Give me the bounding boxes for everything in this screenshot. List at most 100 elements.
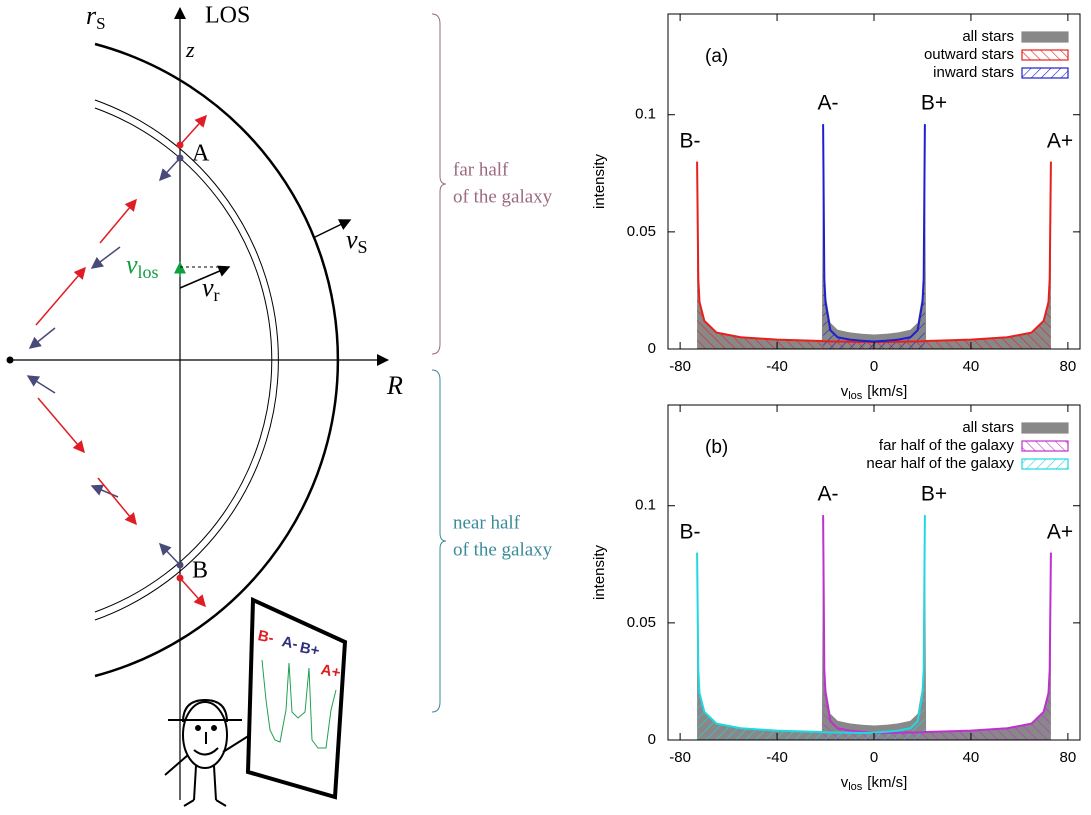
peak-label: B+: [921, 92, 947, 115]
y-tick-label: 0: [648, 340, 656, 357]
peak-label: A-: [818, 92, 839, 115]
y-tick-label: 0.05: [627, 223, 656, 240]
brace-far: [431, 13, 447, 355]
point: [176, 574, 184, 582]
series-line: [822, 515, 1052, 734]
x-tick-label: 40: [963, 358, 980, 375]
rs-main: r: [86, 1, 97, 30]
near-label: of the galaxy: [453, 539, 553, 560]
vs-sub: S: [358, 237, 368, 257]
point-b-label: B: [192, 558, 208, 584]
legend-label: far half of the galaxy: [879, 437, 1015, 454]
y-tick-label: 0: [648, 731, 656, 748]
point: [176, 561, 184, 569]
x-tick-label: -80: [669, 749, 691, 766]
x-axis-label: vlos [km/s]: [841, 774, 908, 793]
vr-sub: r: [214, 285, 220, 305]
peak-label: B+: [921, 483, 947, 506]
y-tick-label: 0.1: [635, 106, 656, 123]
ring-outer: [94, 99, 279, 621]
legend-swatch: [1021, 49, 1069, 61]
vlos-sub: los: [138, 262, 159, 282]
x-tick-label: 40: [963, 749, 980, 766]
peak-label: A+: [1047, 130, 1073, 153]
screen-label: B+: [298, 639, 321, 660]
legend-label: all stars: [962, 419, 1014, 436]
series-area: [697, 161, 1051, 349]
vs-arrow: [312, 219, 352, 239]
x-tick-label: 0: [870, 749, 878, 766]
arrow: [28, 327, 56, 349]
vs-main: v: [346, 225, 358, 254]
arrow: [90, 246, 121, 269]
x-axis-label-unit: [km/s]: [867, 774, 907, 791]
y-axis-label: intensity: [591, 153, 608, 209]
vs-label: vS: [346, 225, 368, 257]
x-tick-label: -80: [669, 358, 691, 375]
x-tick-label: 80: [1060, 358, 1077, 375]
screen-label: A-: [280, 633, 299, 653]
vr-label: vr: [202, 273, 220, 305]
arrow: [158, 542, 181, 566]
legend-label: all stars: [962, 28, 1014, 45]
x-tick-label: 80: [1060, 749, 1077, 766]
r-label: R: [386, 371, 403, 400]
x-tick-label: -40: [766, 358, 788, 375]
arrow: [97, 477, 137, 526]
x-tick-label: -40: [766, 749, 788, 766]
arrow: [90, 484, 119, 498]
far-label: of the galaxy: [453, 186, 553, 207]
peak-label: B-: [680, 521, 701, 544]
series-area: [823, 515, 1051, 740]
arrow: [37, 397, 85, 454]
arrow: [179, 114, 208, 146]
peak-label: A+: [1047, 521, 1073, 544]
x-axis-label: vlos [km/s]: [841, 383, 908, 402]
diagram: LOS z rS R A B vlos vr vS: [6, 1, 553, 807]
peak-label: A-: [818, 483, 839, 506]
series-line: [696, 161, 1052, 343]
legend-label: near half of the galaxy: [866, 455, 1014, 472]
screen-label: A+: [319, 661, 342, 682]
rs-label: rS: [86, 1, 106, 33]
vr-main: v: [202, 273, 214, 302]
vlos-main: v: [126, 250, 138, 279]
point: [176, 141, 184, 149]
series-area: [697, 116, 1051, 350]
x-axis-label-unit: [km/s]: [867, 383, 907, 400]
legend-label: outward stars: [924, 46, 1014, 63]
point: [176, 154, 184, 162]
near-label: near half: [453, 512, 521, 533]
legend-swatch: [1021, 67, 1069, 79]
point-a-label: A: [192, 141, 210, 167]
arrow: [99, 198, 137, 244]
series-line: [822, 124, 926, 343]
panel-label: (a): [705, 46, 728, 67]
arrow: [158, 157, 181, 182]
y-tick-label: 0.05: [627, 614, 656, 631]
series-area: [697, 507, 1051, 740]
y-axis-label: intensity: [591, 544, 608, 600]
x-axis-label-sub: los: [848, 781, 863, 793]
x-axis-label-sub: los: [848, 390, 863, 402]
arrow: [26, 375, 56, 394]
vlos-label: vlos: [126, 250, 159, 282]
arrow: [179, 577, 206, 608]
legend-swatch: [1021, 440, 1069, 452]
observer: [164, 698, 251, 807]
galaxy-center: [6, 356, 14, 364]
peak-label: B-: [680, 130, 701, 153]
far-label: far half: [453, 159, 509, 180]
screen-label: B-: [256, 627, 275, 647]
series-area: [697, 515, 925, 740]
series-line: [696, 515, 926, 734]
panel-label: (b): [705, 437, 728, 458]
legend-swatch: [1021, 458, 1069, 470]
los-label: LOS: [205, 3, 250, 29]
y-tick-label: 0.1: [635, 497, 656, 514]
screen-spectrum: [261, 659, 337, 749]
plot-frame: [667, 13, 1081, 350]
z-label: z: [185, 37, 195, 62]
